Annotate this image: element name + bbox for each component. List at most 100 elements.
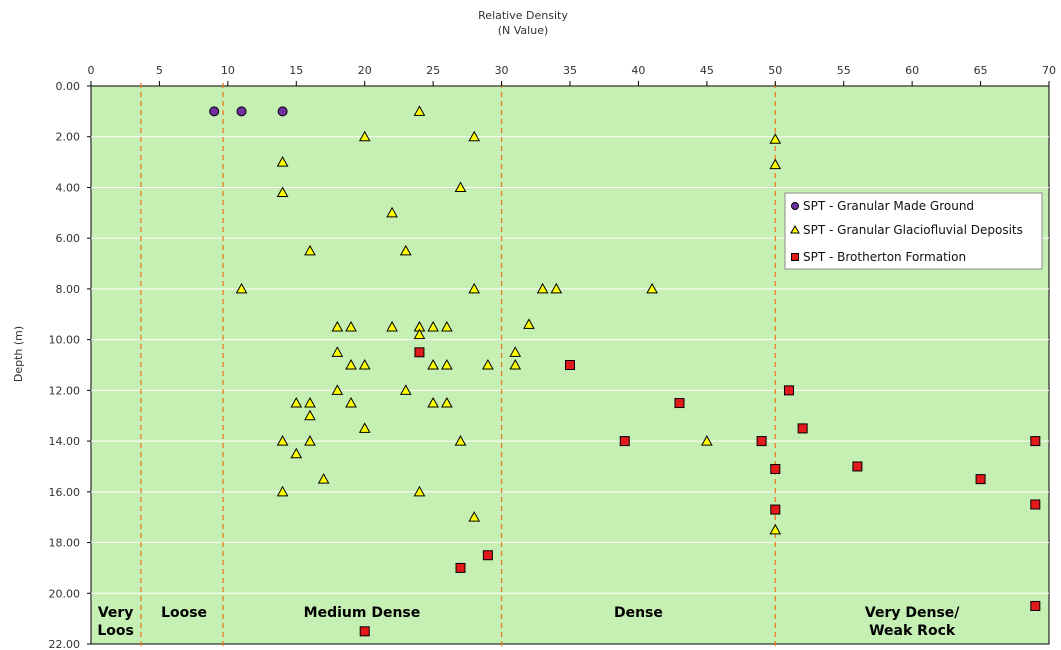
x-tick-label: 30	[495, 64, 509, 77]
x-tick-label: 25	[426, 64, 440, 77]
point-glaciofluvial	[331, 346, 344, 357]
y-tick-label: 2.00	[56, 131, 81, 144]
point-brotherton	[359, 626, 370, 637]
x-tick-label: 60	[905, 64, 919, 77]
zone-label: Medium Dense	[304, 605, 421, 621]
point-glaciofluvial	[290, 447, 303, 459]
density-boundaries	[140, 83, 776, 650]
x-tick-label: 0	[88, 64, 95, 77]
point-glaciofluvial	[509, 346, 522, 357]
point-glaciofluvial	[345, 320, 357, 332]
point-glaciofluvial	[358, 358, 371, 370]
y-tick-label: 8.00	[56, 283, 81, 296]
point-glaciofluvial	[304, 397, 316, 408]
point-glaciofluvial	[427, 397, 439, 408]
point-glaciofluvial	[427, 320, 439, 332]
legend-label-glaciofluvial: SPT - Granular Glaciofluvial Deposits	[803, 223, 1023, 237]
x-tick-label: 55	[837, 64, 851, 77]
y-axis-label: Depth (m)	[12, 326, 25, 382]
x-tick-label: 50	[768, 64, 782, 77]
point-glaciofluvial	[399, 384, 412, 395]
point-glaciofluvial	[454, 181, 467, 192]
legend-marker-brotherton	[791, 253, 799, 261]
zone-label: Loose	[161, 605, 207, 621]
point-made-ground	[277, 106, 288, 117]
axes: 0 5 10 15 20 25 30 35 40 45 50 55 60 65 70 0.00 2.00 4.00…	[49, 64, 1057, 650]
point-brotherton	[770, 504, 781, 515]
point-brotherton	[455, 562, 466, 573]
point-glaciofluvial	[304, 435, 316, 446]
y-tick-label: 12.00	[49, 384, 81, 397]
point-glaciofluvial	[440, 358, 453, 370]
y-tick-label: 22.00	[49, 638, 81, 650]
gridlines	[91, 136, 1049, 594]
point-glaciofluvial	[276, 435, 289, 446]
point-brotherton	[414, 347, 425, 358]
point-glaciofluvial	[304, 409, 316, 421]
point-glaciofluvial	[509, 358, 522, 370]
point-glaciofluvial	[468, 282, 481, 294]
point-glaciofluvial	[769, 523, 782, 535]
y-tick-label: 0.00	[56, 80, 81, 93]
point-brotherton	[1030, 436, 1041, 447]
point-brotherton	[756, 436, 767, 447]
x-tick-label: 40	[631, 64, 645, 77]
legend-box	[784, 192, 1043, 270]
point-glaciofluvial	[769, 133, 782, 144]
legend-marker-glaciofluvial	[790, 224, 800, 234]
x-tick-label: 5	[156, 64, 163, 77]
point-glaciofluvial	[523, 318, 535, 329]
chart-title-line-1: Relative Density	[478, 9, 568, 22]
point-glaciofluvial	[331, 320, 344, 332]
x-tick-label: 10	[221, 64, 235, 77]
legend-label-brotherton: SPT - Brotherton Formation	[803, 250, 966, 264]
point-brotherton	[619, 436, 630, 447]
legend: SPT - Granular Made Ground SPT - Granula…	[784, 192, 1043, 270]
point-glaciofluvial	[358, 422, 371, 433]
point-glaciofluvial	[701, 435, 713, 446]
point-glaciofluvial	[769, 158, 782, 170]
point-glaciofluvial	[427, 358, 439, 370]
point-glaciofluvial	[304, 244, 316, 256]
zone-label: Loos	[97, 623, 134, 639]
x-tick-label: 65	[974, 64, 988, 77]
point-glaciofluvial	[235, 282, 248, 294]
point-glaciofluvial	[440, 397, 453, 408]
zone-label: Very Dense/	[865, 605, 960, 621]
point-brotherton	[975, 474, 986, 485]
y-tick-label: 14.00	[49, 435, 81, 448]
point-glaciofluvial	[276, 186, 289, 198]
point-glaciofluvial	[454, 435, 467, 446]
point-brotherton	[770, 463, 781, 474]
point-glaciofluvial	[276, 485, 289, 497]
point-glaciofluvial	[482, 358, 494, 370]
point-glaciofluvial	[331, 384, 344, 395]
point-glaciofluvial	[386, 206, 398, 218]
point-brotherton	[797, 423, 808, 434]
point-glaciofluvial	[358, 130, 371, 142]
point-brotherton	[1030, 600, 1041, 611]
y-tick-label: 6.00	[56, 232, 81, 245]
point-brotherton	[674, 398, 685, 409]
y-tick-label: 20.00	[49, 587, 81, 600]
point-glaciofluvial	[550, 282, 563, 294]
point-glaciofluvial	[413, 485, 426, 497]
zone-label: Very	[98, 605, 134, 621]
point-glaciofluvial	[536, 282, 549, 294]
point-glaciofluvial	[468, 511, 481, 522]
x-tick-label: 35	[563, 64, 577, 77]
data-points	[209, 105, 1041, 637]
point-brotherton	[565, 360, 575, 370]
y-tick-label: 4.00	[56, 181, 81, 194]
point-brotherton	[783, 385, 794, 396]
point-glaciofluvial	[276, 156, 289, 167]
y-tick-label: 18.00	[49, 537, 81, 550]
point-glaciofluvial	[440, 320, 453, 332]
point-glaciofluvial	[345, 358, 357, 370]
zone-label: Weak Rock	[869, 623, 956, 639]
chart-title-line-2: (N Value)	[498, 24, 549, 37]
y-tick-label: 16.00	[49, 486, 81, 499]
point-glaciofluvial	[290, 397, 303, 408]
point-made-ground	[236, 106, 247, 117]
point-glaciofluvial	[386, 320, 398, 332]
